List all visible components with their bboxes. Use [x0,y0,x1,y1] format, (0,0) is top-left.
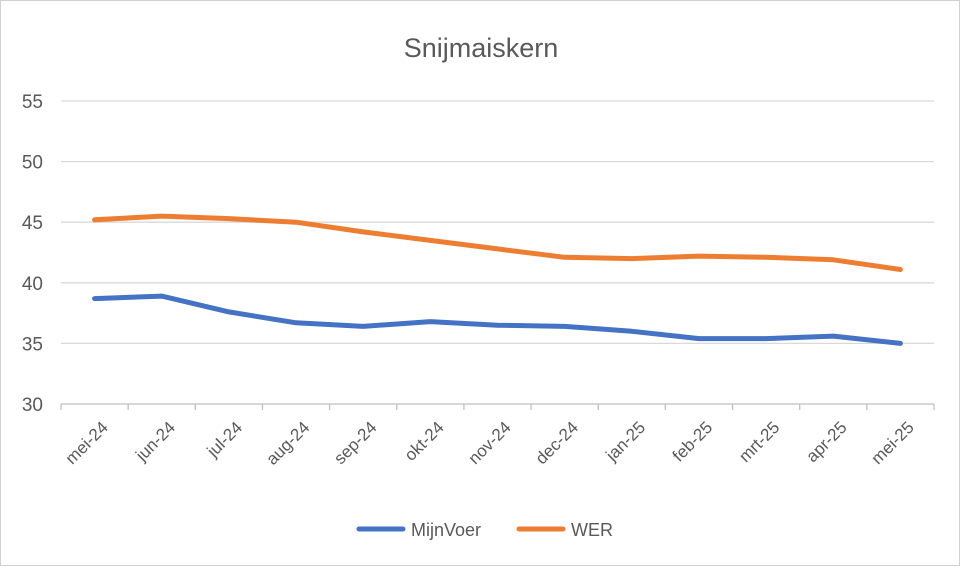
x-tick-label: apr-25 [802,418,850,466]
legend: MijnVoer WER [356,520,613,540]
x-tick-label: mei-25 [868,418,918,468]
x-tick-label: dec-24 [532,418,582,468]
y-tick-label: 30 [22,395,43,416]
series-line-wer [92,213,903,272]
x-tick-label: sep-24 [330,418,380,468]
x-tick-label: jul-24 [203,418,247,462]
y-tick-label: 35 [22,334,43,355]
y-tick-label: 55 [22,92,43,113]
gridlines [61,100,934,345]
y-axis: 30 35 40 45 50 55 [22,92,43,416]
x-tick-label: jan-25 [602,418,650,466]
x-tick-label: jun-24 [131,418,179,466]
x-tick-label: mei-24 [62,418,112,468]
y-tick-label: 40 [22,274,43,295]
y-tick-label: 50 [22,153,43,174]
legend-label-wer: WER [571,520,613,540]
x-tick-label: okt-24 [401,418,448,465]
chart-title: Snijmaiskern [404,33,559,63]
x-axis: mei-24 jun-24 jul-24 aug-24 sep-24 okt-24 nov-… [60,403,935,469]
series-lines [92,213,903,346]
legend-label-mijnvoer: MijnVoer [411,520,481,540]
x-tick-label: mrt-25 [735,418,783,466]
series-line-mijnvoer [92,293,903,346]
x-tick-label: feb-25 [669,418,717,466]
x-tick-label: aug-24 [262,418,313,469]
y-tick-label: 45 [22,213,43,234]
x-tick-label: nov-24 [465,418,515,468]
